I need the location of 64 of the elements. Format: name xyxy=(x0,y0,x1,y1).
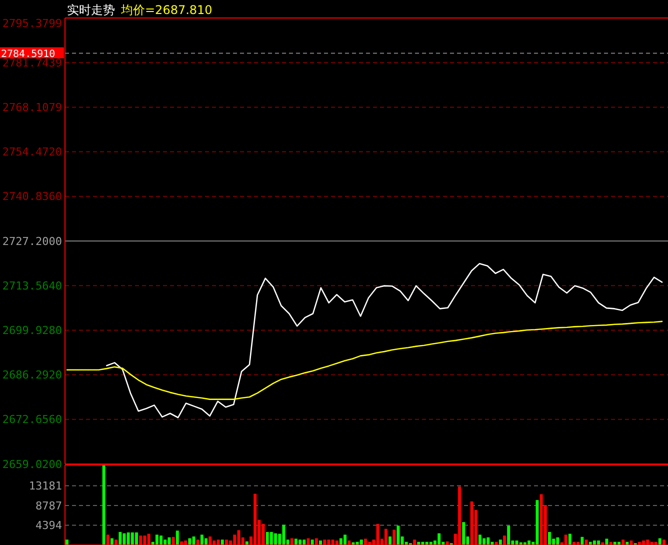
bar xyxy=(66,540,68,545)
bar xyxy=(482,538,486,545)
bar xyxy=(462,522,466,545)
bar xyxy=(298,540,302,545)
bar xyxy=(220,540,224,545)
bar xyxy=(102,465,106,545)
bar xyxy=(319,540,322,545)
bar xyxy=(339,538,342,545)
bar xyxy=(597,540,600,545)
bar xyxy=(294,538,298,545)
bar xyxy=(282,524,286,545)
y-tick-label: 13181 xyxy=(28,480,62,493)
bar xyxy=(548,532,551,545)
y-tick-label: 8787 xyxy=(36,499,62,512)
y-tick-label: 2740.8360 xyxy=(2,190,62,204)
bar xyxy=(130,532,134,545)
bar xyxy=(155,534,158,545)
y-tick-label: 2659.0200 xyxy=(2,458,62,471)
bar xyxy=(605,538,608,545)
line-series xyxy=(66,320,663,400)
bar xyxy=(270,532,273,545)
bar xyxy=(388,536,392,545)
y-tick-label: 2727.2000 xyxy=(2,234,62,248)
bar xyxy=(592,540,596,545)
y-tick-label: 4394 xyxy=(36,519,62,532)
y-tick-label: 2795.3799 xyxy=(2,16,62,30)
y-tick-label: 2713.5640 xyxy=(2,279,62,292)
bar xyxy=(486,537,490,545)
bar xyxy=(176,530,179,545)
bar xyxy=(568,534,572,545)
chart-title: 实时走势 xyxy=(67,3,115,17)
bar xyxy=(160,536,163,545)
bar xyxy=(204,538,208,545)
bar xyxy=(478,534,482,545)
bar xyxy=(110,538,114,545)
y-tick-label: 2672.6560 xyxy=(2,413,62,426)
bar xyxy=(556,537,560,545)
y-tick-label: 2686.2920 xyxy=(2,368,62,382)
bar xyxy=(360,540,363,545)
bar xyxy=(528,540,530,545)
bar xyxy=(507,526,510,545)
bar xyxy=(310,540,314,545)
bar xyxy=(302,540,306,545)
bar xyxy=(580,536,584,545)
bar xyxy=(274,533,277,545)
text: 均价=2687.810 xyxy=(120,3,212,17)
bar xyxy=(118,532,122,545)
bar xyxy=(135,532,138,545)
bar xyxy=(498,540,502,545)
bar xyxy=(658,538,662,545)
bar xyxy=(188,538,192,545)
bar xyxy=(266,532,269,545)
bar xyxy=(438,533,441,545)
bar xyxy=(164,540,167,545)
y-tick-label: 2754.4720 xyxy=(2,146,62,159)
bar xyxy=(396,526,400,545)
bar xyxy=(536,500,539,545)
bar xyxy=(126,532,130,545)
bar xyxy=(344,534,347,545)
line-series xyxy=(106,262,663,418)
bar xyxy=(168,537,171,545)
y-tick-label: 2699.9280 xyxy=(2,324,62,338)
bar xyxy=(200,534,204,545)
y-tick-label: 2768.1079 xyxy=(2,101,62,114)
